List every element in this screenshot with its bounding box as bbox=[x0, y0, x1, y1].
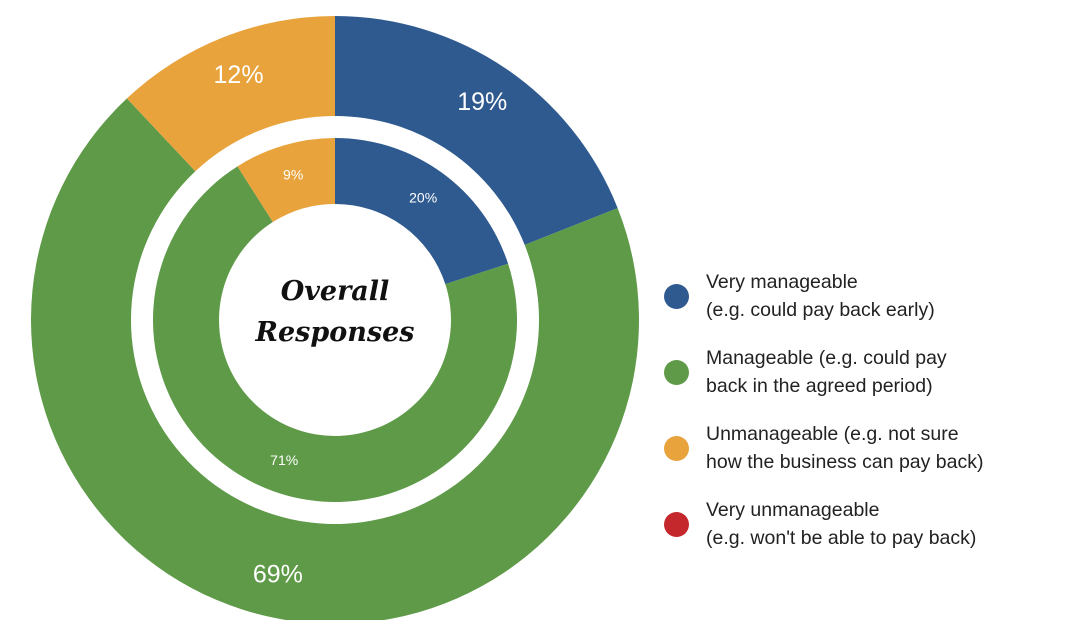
legend-label-line: how the business can pay back) bbox=[706, 451, 984, 473]
legend-label-line: Manageable (e.g. could pay bbox=[706, 347, 947, 369]
outer-slice-very-manageable bbox=[335, 16, 618, 245]
legend-label-line: Very unmanageable bbox=[706, 499, 880, 521]
outer-ring bbox=[31, 16, 639, 620]
legend-item-unmanageable: Unmanageable (e.g. not sure how the busi… bbox=[664, 410, 1082, 486]
legend-swatch bbox=[664, 359, 689, 385]
inner-label-very-manageable: 20% bbox=[409, 189, 437, 205]
outer-label-manageable: 69% bbox=[253, 560, 303, 588]
outer-label-unmanageable: 12% bbox=[214, 61, 264, 89]
inner-slice-manageable bbox=[153, 166, 518, 502]
outer-label-very-manageable: 19% bbox=[457, 88, 507, 116]
legend-item-very-manageable: Very manageable (e.g. could pay back ear… bbox=[664, 258, 1082, 334]
legend-item-very-unmanageable: Very unmanageable (e.g. won't be able to… bbox=[664, 486, 1082, 562]
center-title-line-1: Overall bbox=[281, 276, 390, 307]
inner-slice-very-manageable bbox=[335, 138, 509, 285]
legend-label-line: Unmanageable (e.g. not sure bbox=[706, 423, 959, 445]
legend-label-line: (e.g. won't be able to pay back) bbox=[706, 527, 977, 549]
inner-slice-unmanageable bbox=[237, 138, 335, 223]
legend-swatch bbox=[664, 511, 689, 537]
slice-labels: 19% 69% 12% 20% 71% 9% bbox=[214, 61, 508, 588]
legend-label: Manageable (e.g. could pay back in the a… bbox=[706, 344, 947, 400]
outer-slice-manageable bbox=[31, 98, 639, 620]
legend-swatch bbox=[664, 283, 689, 309]
legend-label: Unmanageable (e.g. not sure how the busi… bbox=[706, 420, 984, 476]
center-title-line-2: Responses bbox=[255, 317, 415, 348]
legend-item-manageable: Manageable (e.g. could pay back in the a… bbox=[664, 334, 1082, 410]
outer-slice-unmanageable bbox=[126, 16, 336, 172]
legend-label: Very manageable (e.g. could pay back ear… bbox=[706, 268, 935, 324]
legend: Very manageable (e.g. could pay back ear… bbox=[664, 258, 1082, 562]
legend-label-line: back in the agreed period) bbox=[706, 375, 933, 397]
inner-label-manageable: 71% bbox=[270, 452, 298, 468]
inner-label-unmanageable: 9% bbox=[283, 167, 303, 183]
legend-label: Very unmanageable (e.g. won't be able to… bbox=[706, 496, 976, 552]
legend-label-line: Very manageable bbox=[706, 271, 858, 293]
legend-label-line: (e.g. could pay back early) bbox=[706, 299, 935, 321]
legend-swatch bbox=[664, 435, 689, 461]
inner-ring bbox=[153, 138, 518, 502]
